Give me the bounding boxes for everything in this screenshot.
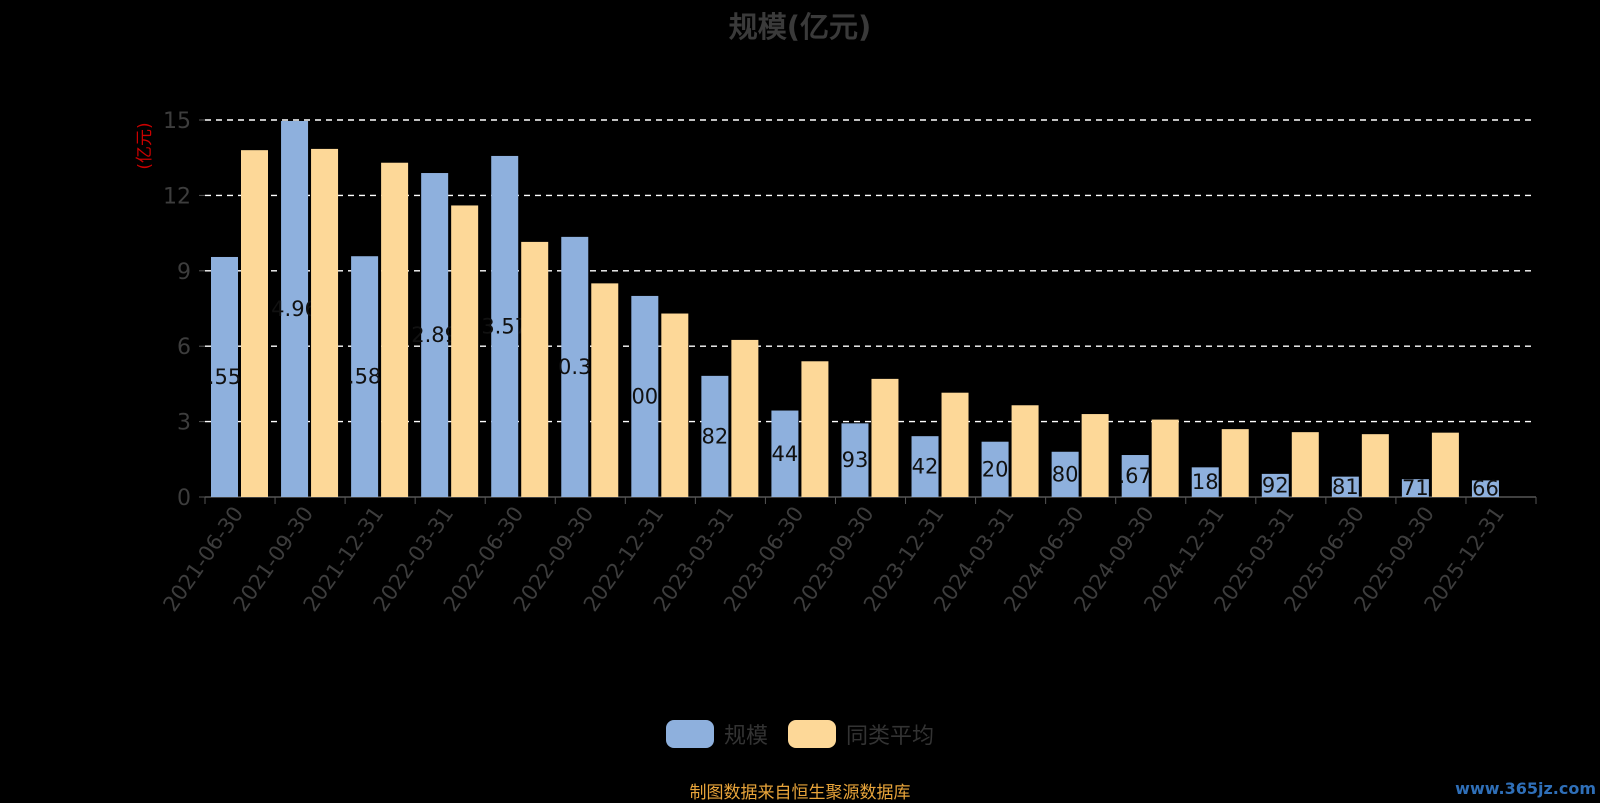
bar-series2 — [731, 339, 759, 497]
bar-series1 — [491, 155, 519, 497]
bar-series2 — [1291, 432, 1319, 497]
bar-series2 — [1151, 419, 1179, 497]
chart-legend: 规模 同类平均 — [0, 718, 1600, 750]
bar-series2 — [871, 378, 899, 497]
legend-item-series2[interactable]: 同类平均 — [788, 718, 934, 750]
bar-series1 — [1401, 479, 1429, 497]
bar-series2 — [1431, 432, 1459, 497]
bar-value-label: .67 — [1118, 464, 1151, 488]
bar-value-label: 2.89 — [411, 323, 458, 347]
y-tick-label: 6 — [177, 335, 191, 360]
y-tick-label: 0 — [177, 486, 191, 511]
bar-series2 — [241, 150, 268, 497]
bar-value-label: 18 — [1192, 470, 1219, 494]
legend-swatch-series2 — [788, 720, 836, 748]
bar-series1 — [421, 173, 449, 498]
bar-series2 — [451, 205, 479, 497]
y-tick-label: 12 — [163, 184, 191, 209]
bar-series1 — [211, 256, 238, 497]
chart-title: 规模(亿元) — [728, 10, 872, 44]
bar-value-label: .58 — [348, 365, 381, 389]
bar-series1 — [1331, 476, 1359, 497]
bar-series1 — [1191, 467, 1219, 497]
bar-series1 — [351, 256, 379, 497]
bar-series2 — [941, 392, 969, 497]
legend-swatch-series1 — [665, 720, 714, 748]
bar-series2 — [1081, 414, 1109, 497]
bar-series1 — [631, 295, 659, 497]
bar-series1 — [911, 436, 939, 497]
y-tick-label: 3 — [177, 411, 191, 436]
bar-series1 — [561, 236, 589, 497]
bar-series1 — [1121, 455, 1149, 497]
bar-value-label: 4.96 — [271, 297, 318, 321]
bar-value-label: 20 — [982, 457, 1009, 481]
y-tick-label: 15 — [163, 109, 191, 134]
legend-label-series1: 规模 — [723, 724, 768, 749]
bar-series1 — [771, 410, 799, 497]
bar-value-label: 00 — [631, 384, 658, 408]
bar-series1 — [1261, 473, 1289, 497]
bar-series2 — [381, 162, 409, 497]
bar-value-label: 66 — [1472, 477, 1499, 501]
bar-series2 — [591, 283, 619, 497]
bar-series2 — [311, 148, 339, 498]
bar-value-label: 80 — [1052, 462, 1079, 486]
legend-label-series2: 同类平均 — [846, 724, 935, 749]
bar-value-label: 42 — [912, 455, 939, 479]
y-tick-label: 9 — [177, 260, 191, 285]
bar-value-label: 3.57 — [481, 314, 528, 338]
data-source-note: 制图数据来自恒生聚源数据库 — [689, 783, 911, 803]
legend-item-series1[interactable]: 规模 — [665, 718, 768, 750]
watermark: www.365jz.com — [1455, 779, 1596, 798]
bar-series1 — [281, 121, 309, 497]
bar-value-label: 44 — [772, 442, 799, 466]
bar-series1 — [841, 423, 869, 497]
bar-value-label: .55 — [208, 365, 241, 389]
bar-series2 — [801, 361, 829, 497]
bar-series1 — [981, 441, 1009, 497]
bar-series2 — [1011, 405, 1039, 497]
bar-series1 — [701, 375, 729, 497]
bar-value-label: 81 — [1332, 475, 1359, 499]
bar-series2 — [661, 313, 689, 497]
bar-value-label: 71 — [1402, 476, 1429, 500]
bar-series2 — [521, 241, 549, 497]
bar-series1 — [1051, 451, 1079, 497]
bar-series2 — [1361, 434, 1389, 497]
bar-series1 — [1471, 480, 1499, 497]
bar-value-label: 93 — [842, 448, 869, 472]
bar-value-label: 92 — [1262, 473, 1289, 497]
bar-series2 — [1221, 429, 1249, 497]
y-axis-label: (亿元) — [135, 122, 155, 169]
bar-value-label: 82 — [702, 424, 729, 448]
bar-value-label: 0.3 — [558, 355, 591, 379]
